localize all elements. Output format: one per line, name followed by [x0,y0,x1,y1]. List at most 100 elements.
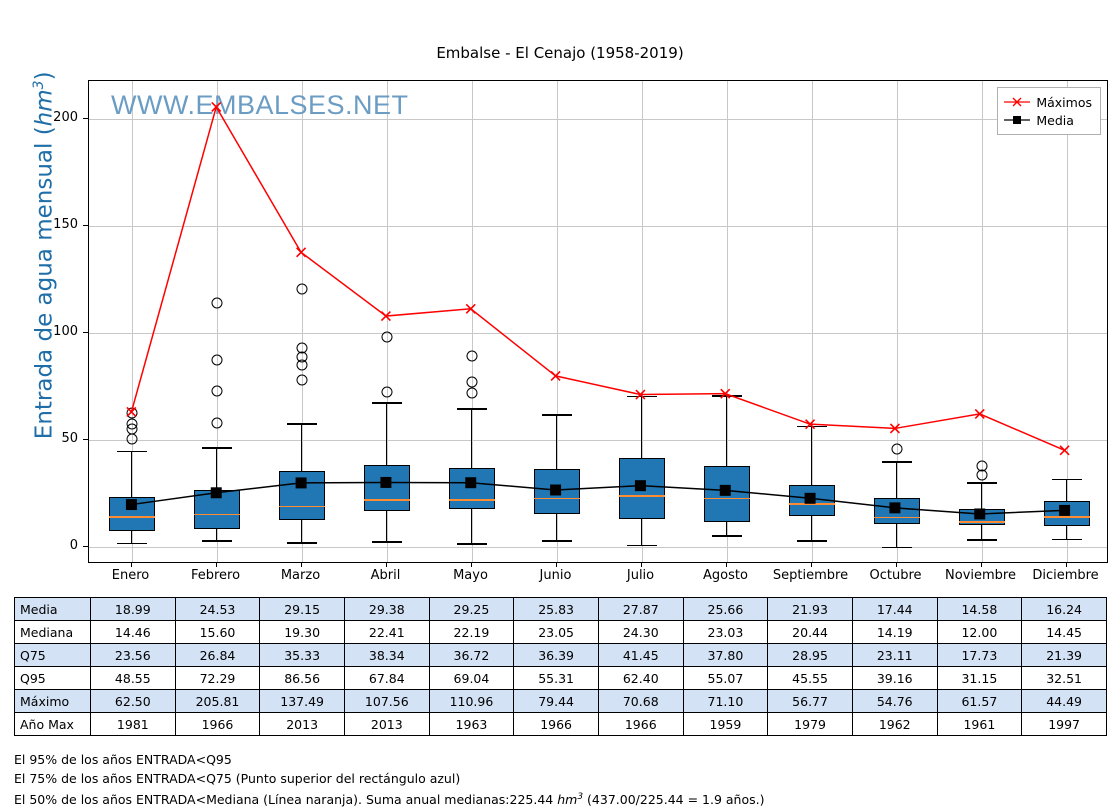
table-cell: 1966 [597,712,684,736]
table-cell: 23.11 [851,643,938,667]
table-cell: 32.51 [1021,666,1107,690]
table-cell: 56.77 [767,689,853,713]
boxplot-median-line [703,497,750,500]
legend-maximos-swatch-icon [1004,97,1031,107]
boxplot-box-abril[interactable] [363,464,410,512]
table-cell: 17.44 [851,597,938,621]
footer-line-3: El 50% de los años ENTRADA<Mediana (Líne… [14,788,764,809]
table-cell: 14.46 [90,620,176,644]
boxplot-median-line [788,503,835,506]
boxplot-whisker-cap [541,540,572,542]
table-cell: 22.41 [343,620,430,644]
y-axis-label-text: Entrada de agua mensual (hm3) [30,71,58,440]
table-cell: 71.10 [682,689,769,713]
x-tick-label-diciembre: Diciembre [1032,568,1099,583]
gridline-y [89,546,1107,548]
table-cell: 61.57 [936,689,1023,713]
x-tick-mark [725,563,727,567]
table-cell: 2013 [343,712,430,736]
boxplot-whisker-cap [881,546,912,549]
table-cell: 31.15 [936,666,1023,690]
table-cell: 107.56 [343,689,430,713]
gridline-y [89,440,1107,442]
legend-item-maximos[interactable]: Máximos [1004,93,1092,111]
table-cell: 1963 [428,712,515,736]
gridline-x [641,81,643,562]
boxplot-whisker-cap [626,544,657,547]
footer-hm: hm [557,792,578,808]
x-tick-label-agosto: Agosto [703,568,748,583]
table-cell: 25.83 [513,597,599,621]
media-line [131,481,1065,515]
boxplot-whisker-cap [456,543,487,545]
table-row-header: Q75 [14,643,91,667]
table-row: Q75 23.56 26.84 35.33 38.34 36.72 36.39 41.45 37… [14,643,1107,667]
boxplot-median-line [618,494,665,497]
gridline-x [471,81,473,562]
table-cell: 21.39 [1021,643,1107,667]
boxplot-box-julio[interactable] [618,458,665,519]
media-marker [380,476,392,488]
table-cell: 45.55 [767,666,853,690]
boxplot-whisker-cap [1051,478,1082,481]
maximos-marker [974,408,985,419]
table-cell: 39.16 [851,666,938,690]
boxplot-whisker-cap [286,423,317,425]
x-tick-label-febrero: Febrero [190,568,241,583]
x-tick-mark [895,563,897,567]
media-marker [210,487,222,499]
x-tick-label-junio: Junio [539,568,572,583]
maximos-line [130,105,1065,451]
footer-line-2: El 75% de los años ENTRADA<Q75 (Punto su… [14,771,461,786]
gridline-x [726,81,728,562]
media-marker [1059,504,1071,516]
table-cell: 37.80 [682,643,769,667]
x-tick-label-marzo: Marzo [280,568,321,583]
table-cell: 14.19 [851,620,938,644]
boxplot-whisker-cap [711,535,742,537]
x-tick-label-septiembre: Septiembre [772,568,849,583]
boxplot-median-line [448,499,495,502]
media-marker [804,492,816,504]
table-cell: 1966 [513,712,599,736]
media-marker [125,499,137,511]
table-row: Mediana 14.46 15.60 19.30 22.41 22.19 23.05 24.… [14,620,1107,644]
gridline-y [89,333,1107,335]
maximos-marker [126,406,137,417]
gridline-x [981,81,983,562]
table-cell: 205.81 [174,689,261,713]
table-cell: 110.96 [428,689,515,713]
maximos-marker [380,311,391,322]
media-marker [634,480,646,492]
maximos-marker [1059,445,1070,456]
table-cell: 1979 [767,712,853,736]
table-cell: 18.99 [90,597,176,621]
table-cell: 35.33 [259,643,345,667]
x-tick-label-julio: Julio [626,568,655,583]
legend-item-media[interactable]: Media [1004,111,1092,129]
table-cell: 14.45 [1021,620,1107,644]
table-row-header: Máximo [14,689,91,713]
boxplot-box-mayo[interactable] [448,468,495,510]
boxplot-outlier [126,407,137,419]
boxplot-whisker-cap [796,540,827,542]
table-cell: 41.45 [597,643,684,667]
table-cell: 23.03 [682,620,769,644]
table-cell: 70.68 [597,689,684,713]
media-marker [974,508,986,520]
table-cell: 22.19 [428,620,515,644]
table-cell: 86.56 [259,666,345,690]
gridline-x [216,81,218,562]
statistics-table: Media 18.99 24.53 29.15 29.38 29.25 25.83 27.87… [14,597,1107,736]
table-cell: 48.55 [90,666,176,690]
boxplot-outlier [381,386,392,398]
legend[interactable]: Máximos Media [997,87,1101,135]
y-tick-mark [83,332,88,334]
x-tick-mark [810,563,812,567]
table-row: Año Max 1981 1966 2013 2013 1963 1966 1966 1959 1… [14,712,1107,736]
boxplot-whisker-cap [966,481,997,484]
table-cell: 1961 [936,712,1023,736]
media-marker [465,477,477,489]
series-layer [125,101,1071,520]
